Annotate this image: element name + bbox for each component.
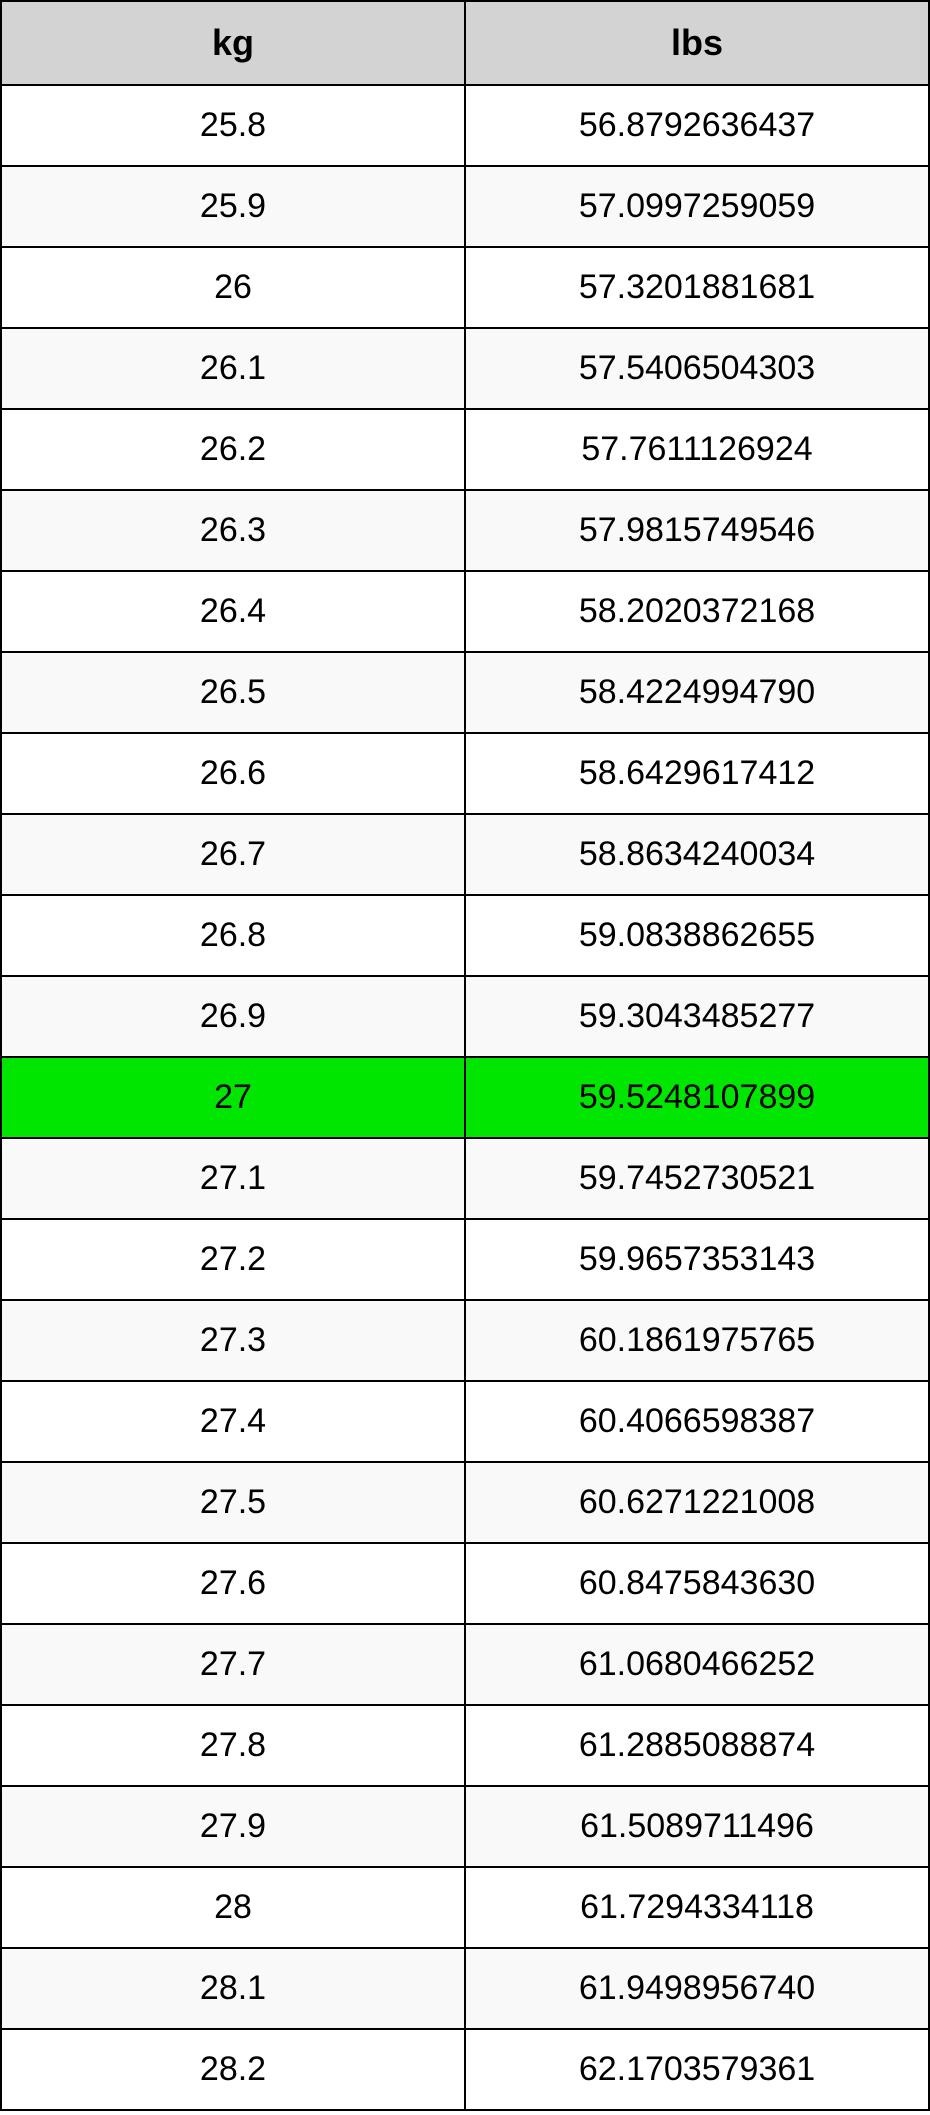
table-row: 2861.7294334118 <box>1 1867 929 1948</box>
table-row: 2657.3201881681 <box>1 247 929 328</box>
cell-lbs: 57.5406504303 <box>465 328 929 409</box>
cell-lbs: 58.4224994790 <box>465 652 929 733</box>
cell-kg: 26.4 <box>1 571 465 652</box>
cell-kg: 26.6 <box>1 733 465 814</box>
cell-kg: 28.1 <box>1 1948 465 2029</box>
cell-kg: 26.5 <box>1 652 465 733</box>
table-row: 26.257.7611126924 <box>1 409 929 490</box>
table-row: 27.660.8475843630 <box>1 1543 929 1624</box>
table-header: kg lbs <box>1 1 929 85</box>
table-row: 25.856.8792636437 <box>1 85 929 166</box>
cell-kg: 27.4 <box>1 1381 465 1462</box>
table-row: 27.460.4066598387 <box>1 1381 929 1462</box>
cell-lbs: 56.8792636437 <box>465 85 929 166</box>
cell-lbs: 59.9657353143 <box>465 1219 929 1300</box>
cell-kg: 27.2 <box>1 1219 465 1300</box>
cell-lbs: 61.7294334118 <box>465 1867 929 1948</box>
cell-lbs: 62.1703579361 <box>465 2029 929 2110</box>
cell-lbs: 61.0680466252 <box>465 1624 929 1705</box>
cell-lbs: 58.2020372168 <box>465 571 929 652</box>
cell-kg: 27.1 <box>1 1138 465 1219</box>
cell-lbs: 59.0838862655 <box>465 895 929 976</box>
cell-kg: 26.8 <box>1 895 465 976</box>
table-row: 27.560.6271221008 <box>1 1462 929 1543</box>
table-row: 26.959.3043485277 <box>1 976 929 1057</box>
cell-kg: 25.8 <box>1 85 465 166</box>
cell-kg: 27.9 <box>1 1786 465 1867</box>
cell-kg: 26.1 <box>1 328 465 409</box>
cell-kg: 26.2 <box>1 409 465 490</box>
cell-lbs: 61.5089711496 <box>465 1786 929 1867</box>
header-row: kg lbs <box>1 1 929 85</box>
cell-lbs: 57.0997259059 <box>465 166 929 247</box>
cell-kg: 27.6 <box>1 1543 465 1624</box>
cell-kg: 26.7 <box>1 814 465 895</box>
cell-kg: 27.3 <box>1 1300 465 1381</box>
table-row: 27.861.2885088874 <box>1 1705 929 1786</box>
header-kg: kg <box>1 1 465 85</box>
table-row: 27.159.7452730521 <box>1 1138 929 1219</box>
cell-lbs: 57.9815749546 <box>465 490 929 571</box>
table-row: 26.458.2020372168 <box>1 571 929 652</box>
cell-lbs: 60.4066598387 <box>465 1381 929 1462</box>
cell-lbs: 59.3043485277 <box>465 976 929 1057</box>
cell-lbs: 59.5248107899 <box>465 1057 929 1138</box>
cell-lbs: 60.8475843630 <box>465 1543 929 1624</box>
table-row: 27.761.0680466252 <box>1 1624 929 1705</box>
cell-lbs: 60.1861975765 <box>465 1300 929 1381</box>
table-row: 27.259.9657353143 <box>1 1219 929 1300</box>
table-row: 26.658.6429617412 <box>1 733 929 814</box>
table-row: 28.161.9498956740 <box>1 1948 929 2029</box>
table-row: 27.961.5089711496 <box>1 1786 929 1867</box>
cell-lbs: 57.3201881681 <box>465 247 929 328</box>
cell-lbs: 61.2885088874 <box>465 1705 929 1786</box>
table-body: 25.856.879263643725.957.09972590592657.3… <box>1 85 929 2110</box>
table-row: 26.859.0838862655 <box>1 895 929 976</box>
conversion-table: kg lbs 25.856.879263643725.957.099725905… <box>0 0 930 2111</box>
header-lbs: lbs <box>465 1 929 85</box>
cell-kg: 27 <box>1 1057 465 1138</box>
cell-kg: 25.9 <box>1 166 465 247</box>
table-row: 26.758.8634240034 <box>1 814 929 895</box>
table-row: 26.357.9815749546 <box>1 490 929 571</box>
table-row: 26.558.4224994790 <box>1 652 929 733</box>
table-row: 28.262.1703579361 <box>1 2029 929 2110</box>
cell-lbs: 58.8634240034 <box>465 814 929 895</box>
table-row: 27.360.1861975765 <box>1 1300 929 1381</box>
cell-lbs: 61.9498956740 <box>465 1948 929 2029</box>
cell-lbs: 59.7452730521 <box>465 1138 929 1219</box>
cell-kg: 27.8 <box>1 1705 465 1786</box>
cell-lbs: 58.6429617412 <box>465 733 929 814</box>
cell-kg: 28 <box>1 1867 465 1948</box>
cell-kg: 26.3 <box>1 490 465 571</box>
cell-kg: 27.7 <box>1 1624 465 1705</box>
cell-lbs: 57.7611126924 <box>465 409 929 490</box>
table-row: 26.157.5406504303 <box>1 328 929 409</box>
cell-kg: 27.5 <box>1 1462 465 1543</box>
cell-kg: 28.2 <box>1 2029 465 2110</box>
cell-kg: 26 <box>1 247 465 328</box>
cell-lbs: 60.6271221008 <box>465 1462 929 1543</box>
cell-kg: 26.9 <box>1 976 465 1057</box>
table-row: 2759.5248107899 <box>1 1057 929 1138</box>
table-row: 25.957.0997259059 <box>1 166 929 247</box>
